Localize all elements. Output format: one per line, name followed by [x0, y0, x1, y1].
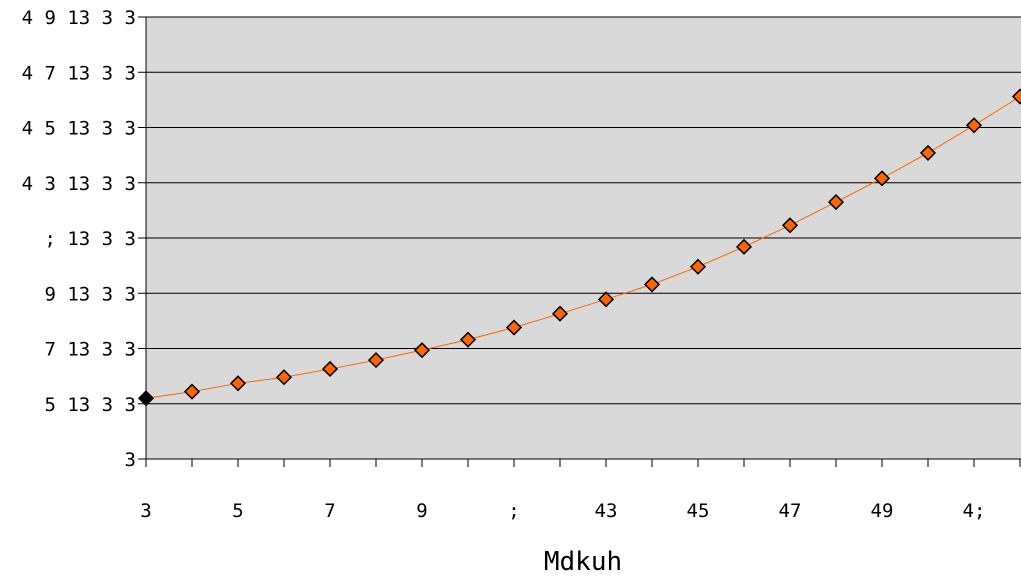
- x-tick-label-0: 3: [140, 500, 151, 522]
- data-point-0: [137, 390, 155, 407]
- y-tick-label-7: 4 7 13 3 3: [22, 62, 136, 84]
- data-point-4: [321, 360, 339, 378]
- data-point-6: [413, 342, 431, 359]
- y-tick-label-2: 7 13 3 3: [44, 339, 136, 361]
- x-tick-label-4: ;: [508, 500, 519, 522]
- y-axis-ticks: [138, 16, 146, 460]
- data-point-9: [551, 305, 569, 322]
- data-point-13: [735, 238, 753, 255]
- data-point-14: [781, 217, 799, 234]
- y-tick-label-3: 9 13 3 3: [44, 283, 136, 305]
- data-point-8: [505, 319, 523, 336]
- x-tick-label-9: 4;: [963, 500, 986, 522]
- data-point-3: [275, 369, 293, 386]
- y-tick-label-4: ; 13 3 3: [44, 228, 136, 250]
- data-point-12: [689, 258, 707, 275]
- x-tick-label-7: 47: [779, 500, 802, 522]
- y-axis-tick-labels: 3 5 13 3 3 7 13 3 3 9 13 3 3 ; 13 3 3 4 3 13 …: [22, 7, 136, 471]
- x-tick-label-6: 45: [687, 500, 710, 522]
- x-tick-label-1: 5: [232, 500, 243, 522]
- data-point-11: [643, 276, 661, 293]
- x-axis-tick-labels: 3 5 7 9; 43 45 47 49 4;: [140, 500, 985, 522]
- data-point-2: [229, 375, 247, 392]
- data-point-5: [367, 352, 385, 369]
- series-line: [145, 96, 1021, 399]
- series-markers: [137, 88, 1021, 407]
- y-tick-label-8: 4 9 13 3 3: [22, 7, 136, 29]
- y-tick-label-1: 5 13 3 3: [44, 394, 136, 416]
- x-tick-label-3: 9: [416, 500, 427, 522]
- data-point-19: [1011, 88, 1021, 105]
- gridlines: [146, 16, 1021, 405]
- data-point-1: [183, 383, 201, 400]
- data-point-15: [827, 194, 845, 211]
- data-point-17: [919, 144, 937, 161]
- y-tick-label-0: 3: [125, 449, 136, 471]
- x-tick-label-5: 43: [595, 500, 618, 522]
- data-point-16: [873, 170, 891, 187]
- x-axis-ticks: [145, 459, 1021, 467]
- data-point-7: [459, 331, 477, 348]
- x-tick-label-8: 49: [871, 500, 894, 522]
- data-point-18: [965, 117, 983, 134]
- y-tick-label-5: 4 3 13 3 3: [22, 173, 136, 195]
- y-tick-label-6: 4 5 13 3 3: [22, 118, 136, 140]
- data-point-10: [597, 291, 615, 308]
- x-tick-label-2: 7: [324, 500, 335, 522]
- x-axis-title: Mdkuh: [544, 547, 622, 577]
